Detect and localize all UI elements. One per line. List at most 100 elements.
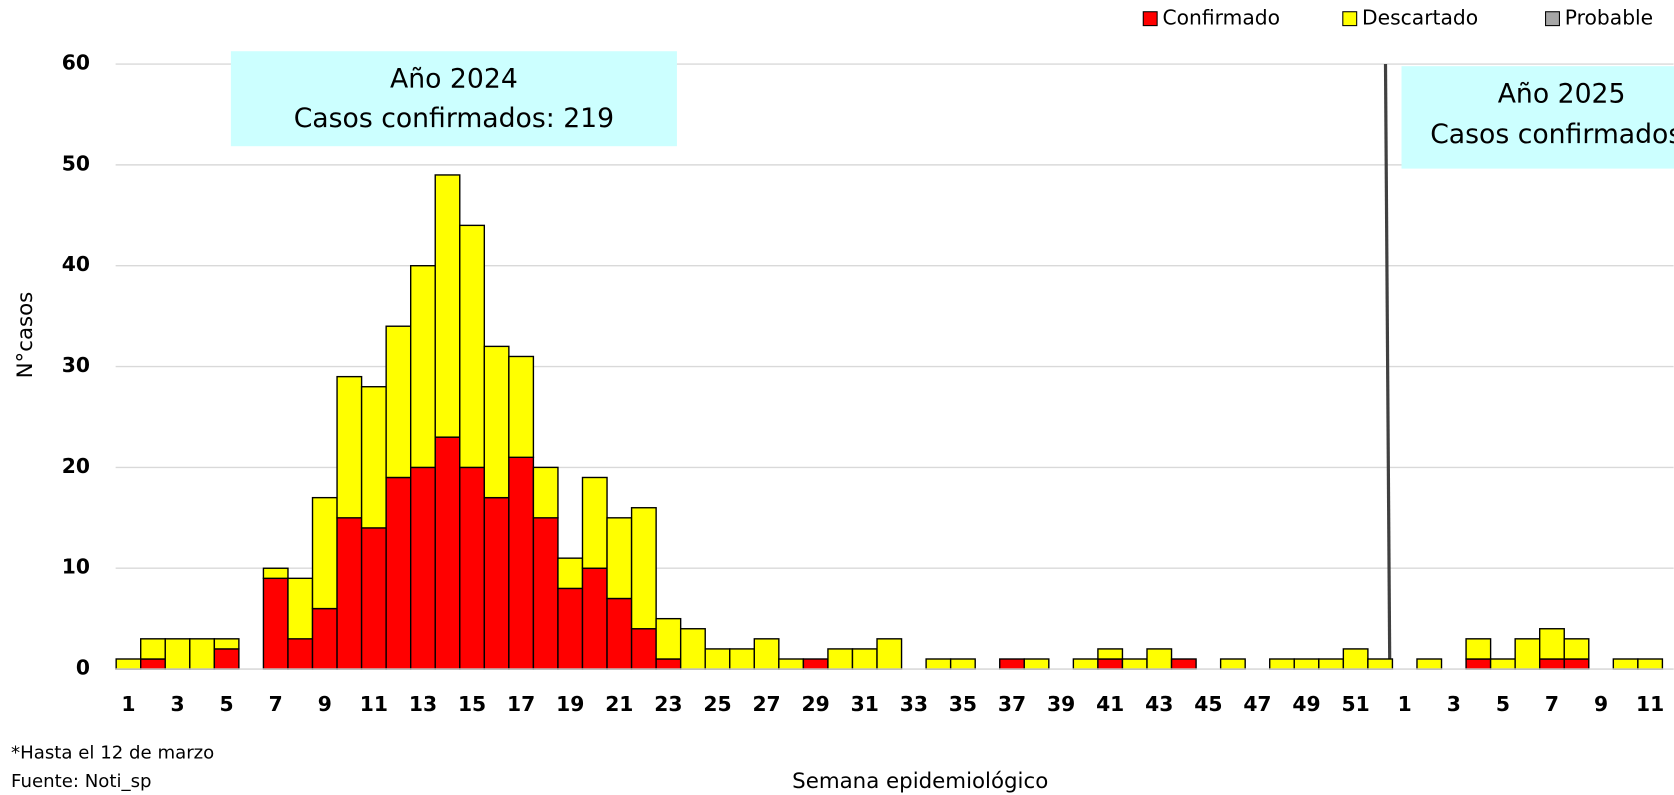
bar-segment xyxy=(606,517,633,600)
bar-segment xyxy=(1342,648,1369,670)
bar-segment xyxy=(189,638,216,670)
annotation: Casos confirmados xyxy=(1430,119,1674,150)
bar-segment xyxy=(679,628,706,670)
bar-segment xyxy=(729,648,755,670)
x-tick-label: 1 xyxy=(1398,692,1412,716)
x-tick-label: 49 xyxy=(1292,692,1320,716)
bar-segment xyxy=(1416,658,1443,670)
bar-segment xyxy=(1563,638,1590,660)
bar-segment xyxy=(1023,658,1050,670)
bar-segment xyxy=(704,648,731,670)
y-tick-label: 20 xyxy=(62,454,90,478)
x-tick-label: 51 xyxy=(1342,692,1370,716)
x-axis-label: Semana epidemiológico xyxy=(792,769,1048,794)
bar-segment xyxy=(1269,658,1295,670)
bar-segment xyxy=(140,658,166,670)
bar-segment xyxy=(1121,658,1148,670)
y-axis-label: N°casos xyxy=(13,292,38,379)
x-tick-label: 19 xyxy=(556,692,584,716)
x-tick-label: 31 xyxy=(851,692,879,716)
y-tick-label: 10 xyxy=(62,555,90,579)
annotation-box xyxy=(1401,66,1674,169)
bar-segment xyxy=(459,466,486,670)
bar-segment xyxy=(851,648,878,670)
bar-segment xyxy=(262,567,289,580)
bar-segment xyxy=(434,174,461,438)
bar-segment xyxy=(311,496,338,610)
bar-segment xyxy=(1293,658,1320,670)
bar-segment xyxy=(630,628,657,670)
bar-segment xyxy=(778,658,805,670)
bar-segment xyxy=(1097,648,1124,660)
bar-segment xyxy=(1637,658,1664,670)
x-tick-label: 3 xyxy=(170,692,184,716)
bar-segment xyxy=(532,517,559,670)
bar-segment xyxy=(508,355,535,459)
bar-segment xyxy=(1539,628,1565,660)
x-tick-label: 47 xyxy=(1243,692,1271,716)
x-tick-label: 41 xyxy=(1096,692,1124,716)
bar-segment xyxy=(483,345,510,499)
bar-segment xyxy=(140,638,166,660)
bar-segment xyxy=(1465,658,1492,670)
bar-segment xyxy=(581,476,608,569)
x-tick-label: 5 xyxy=(1496,692,1510,716)
legend-label: Probable xyxy=(1565,6,1653,30)
bar-segment xyxy=(1465,638,1492,660)
bar-segment xyxy=(949,658,976,670)
footnote: Fuente: Noti_sp xyxy=(11,771,151,792)
bar-segment xyxy=(1097,658,1124,670)
x-tick-label: 13 xyxy=(409,692,437,716)
x-tick-label: 23 xyxy=(654,692,682,716)
bar-segment xyxy=(336,517,363,670)
bar-segment xyxy=(287,577,314,640)
bar-segment xyxy=(802,658,829,670)
bar-segment xyxy=(1170,658,1197,670)
bar-segment xyxy=(213,648,240,670)
bar-segment xyxy=(557,557,584,590)
bar-segment xyxy=(1219,658,1246,670)
year-separator xyxy=(1383,64,1392,670)
x-tick-label: 17 xyxy=(507,692,535,716)
bar-segment xyxy=(532,466,559,519)
x-tick-label: 9 xyxy=(318,692,332,716)
bar-segment xyxy=(409,466,436,670)
x-tick-label: 33 xyxy=(900,692,928,716)
bar-segment xyxy=(1539,658,1565,670)
annotation: Casos confirmados: 219 xyxy=(294,103,614,134)
bar-segment xyxy=(459,224,486,469)
bar-segment xyxy=(262,577,289,670)
x-tick-label: 29 xyxy=(802,692,830,716)
x-tick-label: 15 xyxy=(458,692,486,716)
bar-segment xyxy=(753,638,780,670)
bar-segment xyxy=(360,527,387,670)
y-tick-label: 50 xyxy=(62,151,90,175)
footnote: *Hasta el 12 de marzo xyxy=(11,742,214,763)
bar-segment xyxy=(434,436,461,670)
x-tick-label: 7 xyxy=(1545,692,1559,716)
x-tick-label: 5 xyxy=(220,692,234,716)
bar-segment xyxy=(827,648,854,670)
x-tick-label: 11 xyxy=(1636,692,1664,716)
bar-segment xyxy=(1367,658,1394,670)
legend-label: Descartado xyxy=(1362,6,1478,30)
x-tick-label: 43 xyxy=(1145,692,1173,716)
bar-segment xyxy=(999,658,1025,670)
x-tick-label: 3 xyxy=(1447,692,1461,716)
annotation-box xyxy=(230,51,677,147)
bar-segment xyxy=(483,496,510,670)
x-tick-label: 27 xyxy=(752,692,780,716)
bar-segment xyxy=(508,456,535,670)
bar-segment xyxy=(360,386,387,529)
legend-swatch xyxy=(1545,11,1560,27)
x-tick-label: 45 xyxy=(1194,692,1222,716)
x-tick-label: 39 xyxy=(1047,692,1075,716)
bar-segment xyxy=(876,638,903,670)
bar-segment xyxy=(1489,658,1516,670)
bar-segment xyxy=(311,607,338,670)
x-tick-label: 35 xyxy=(949,692,977,716)
legend-swatch xyxy=(1342,11,1358,27)
bar-segment xyxy=(1612,658,1639,670)
